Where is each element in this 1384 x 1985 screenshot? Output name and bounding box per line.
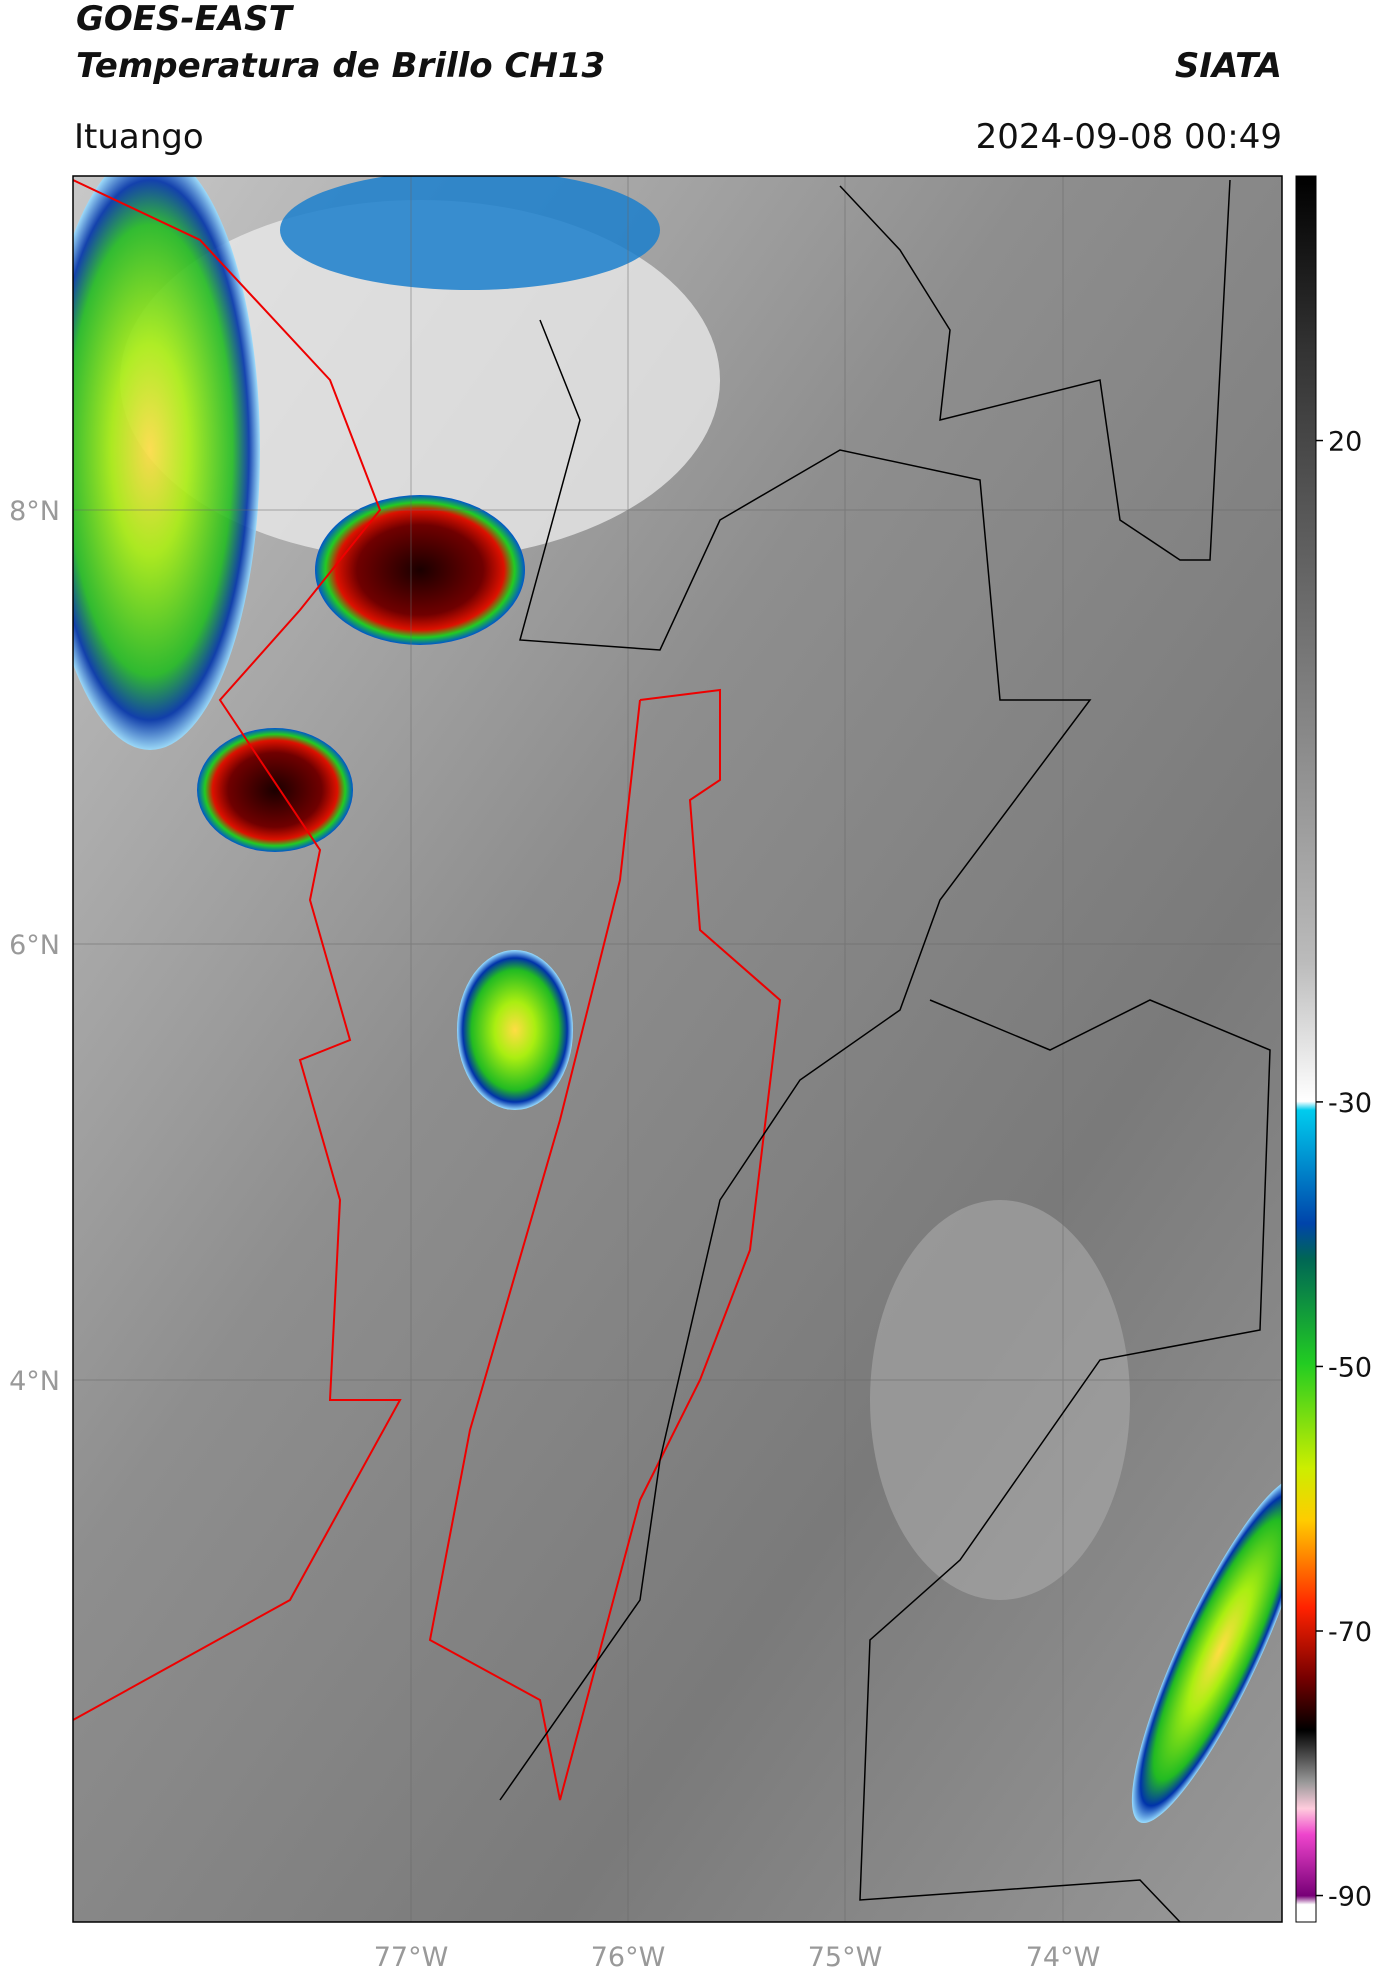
coastline bbox=[73, 179, 402, 1721]
product-title: Temperatura de Brillo CH13 bbox=[76, 46, 605, 86]
storm bbox=[197, 728, 353, 852]
colorbar-tick-label: 20 bbox=[1328, 427, 1362, 458]
storm bbox=[1131, 1476, 1282, 1824]
cloud bbox=[870, 1200, 1130, 1600]
colorbar bbox=[1295, 175, 1317, 1923]
lon-label: 77°W bbox=[374, 1942, 449, 1973]
map-frame bbox=[72, 175, 1283, 1923]
lon-label: 76°W bbox=[591, 1942, 666, 1973]
colorbar-tick-label: -50 bbox=[1328, 1352, 1372, 1383]
region: Ituango bbox=[74, 117, 204, 157]
lat-label: 8°N bbox=[9, 496, 60, 527]
admin-boundary bbox=[859, 999, 1271, 1922]
cloud bbox=[280, 176, 660, 290]
storm bbox=[315, 495, 525, 645]
storm bbox=[457, 950, 573, 1110]
lat-label: 6°N bbox=[9, 930, 60, 961]
colorbar-tick-label: -70 bbox=[1328, 1617, 1372, 1648]
cloud bbox=[73, 176, 260, 750]
admin-boundary bbox=[839, 179, 1231, 561]
agency: SIATA bbox=[1175, 46, 1282, 86]
cloud bbox=[120, 200, 720, 560]
colorbar-ticks: 20 -30 -50 -70 -90 bbox=[1316, 427, 1372, 1913]
satellite-title: GOES-EAST bbox=[76, 0, 295, 39]
map-image bbox=[73, 176, 1282, 1922]
lon-label: 74°W bbox=[1026, 1942, 1101, 1973]
lat-label: 4°N bbox=[9, 1366, 60, 1397]
lon-label: 75°W bbox=[808, 1942, 883, 1973]
department-boundary bbox=[428, 688, 782, 1801]
colorbar-tick-label: -30 bbox=[1328, 1088, 1372, 1119]
timestamp: 2024-09-08 00:49 bbox=[976, 117, 1282, 157]
colorbar-tick-label: -90 bbox=[1328, 1882, 1372, 1913]
admin-boundary bbox=[499, 319, 1092, 1801]
